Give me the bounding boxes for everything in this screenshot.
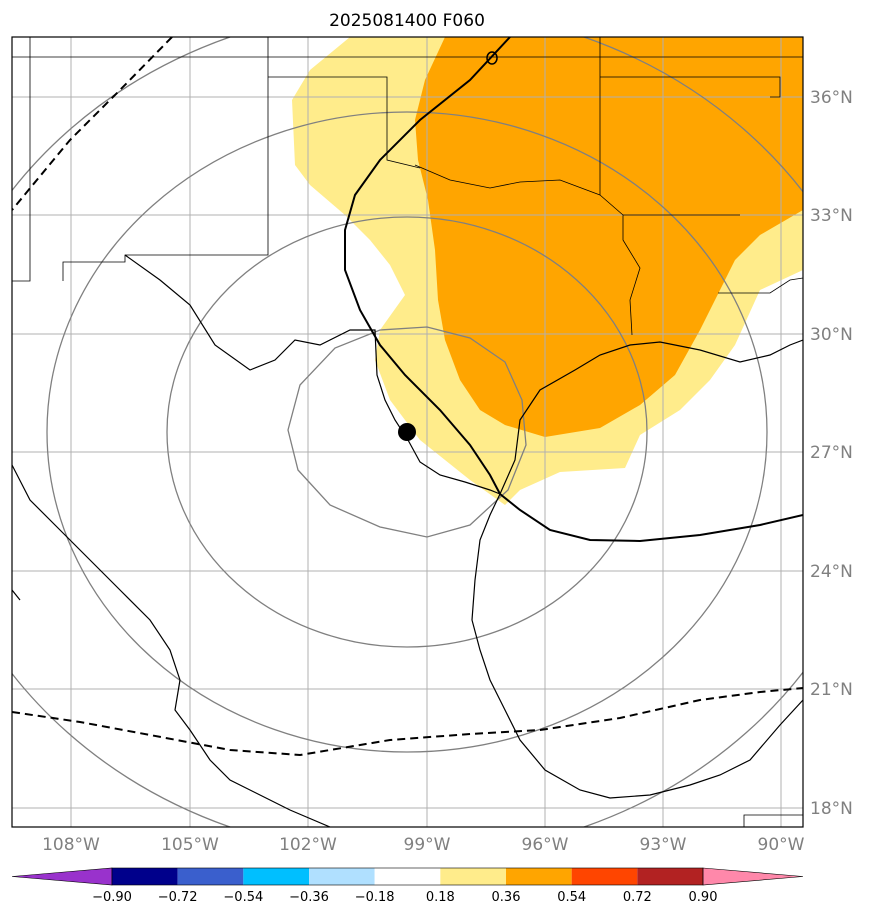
lat-label: 21°N <box>810 680 853 700</box>
lon-label: 102°W <box>279 835 337 855</box>
colorbar-box <box>374 868 441 885</box>
lon-axis: 108°W 105°W 102°W 99°W 96°W 93°W 90°W <box>42 835 805 855</box>
colorbar-frame <box>111 867 704 886</box>
colorbar: −0.90 −0.72 −0.54 −0.36 −0.18 0.18 0.36 0.54 0.7… <box>11 867 804 905</box>
colorbar-box <box>177 868 244 885</box>
colorbar-box <box>243 868 309 885</box>
lon-label: 90°W <box>758 835 805 855</box>
colorbar-extend-max <box>702 867 804 886</box>
colorbar-tick-label: 0.72 <box>623 890 652 905</box>
colorbar-box <box>637 868 703 885</box>
colorbar-tick-label: −0.72 <box>158 890 198 905</box>
track-lines <box>12 37 803 757</box>
colorbar-tick-label: 0.18 <box>426 890 455 905</box>
lon-label: 99°W <box>404 835 451 855</box>
map-title: 2025081400 F060 <box>329 11 485 31</box>
lat-label: 33°N <box>810 206 853 226</box>
lon-label: 96°W <box>522 835 569 855</box>
colorbar-tick-label: 0.54 <box>557 890 586 905</box>
colorbar-box <box>112 868 178 885</box>
lon-label: 105°W <box>161 835 219 855</box>
map-frame <box>11 36 804 828</box>
lon-label: 108°W <box>42 835 100 855</box>
lat-label: 30°N <box>810 325 853 345</box>
colorbar-tick-label: −0.36 <box>289 890 329 905</box>
colorbar-box <box>506 868 572 885</box>
lat-axis: 36°N 33°N 30°N 27°N 24°N 21°N 18°N <box>810 88 853 819</box>
lon-label: 93°W <box>640 835 687 855</box>
colorbar-box <box>309 868 375 885</box>
colorbar-tick-label: 0.36 <box>492 890 521 905</box>
storm-center-marker <box>398 423 416 441</box>
coastlines <box>12 254 803 827</box>
colorbar-extend-min <box>11 867 113 886</box>
lat-label: 18°N <box>810 799 853 819</box>
colorbar-tick-label: −0.54 <box>223 890 263 905</box>
graticule <box>12 37 803 827</box>
colorbar-tick-label: 0.90 <box>689 890 718 905</box>
colorbar-tick-label: −0.18 <box>355 890 395 905</box>
lat-label: 36°N <box>810 88 853 108</box>
colorbar-box <box>440 868 506 885</box>
colorbar-tick-label: −0.90 <box>92 890 132 905</box>
shading-dark <box>415 37 803 437</box>
colorbar-box <box>571 868 638 885</box>
lat-label: 27°N <box>810 443 853 463</box>
political-borders <box>12 37 803 827</box>
lat-label: 24°N <box>810 562 853 582</box>
